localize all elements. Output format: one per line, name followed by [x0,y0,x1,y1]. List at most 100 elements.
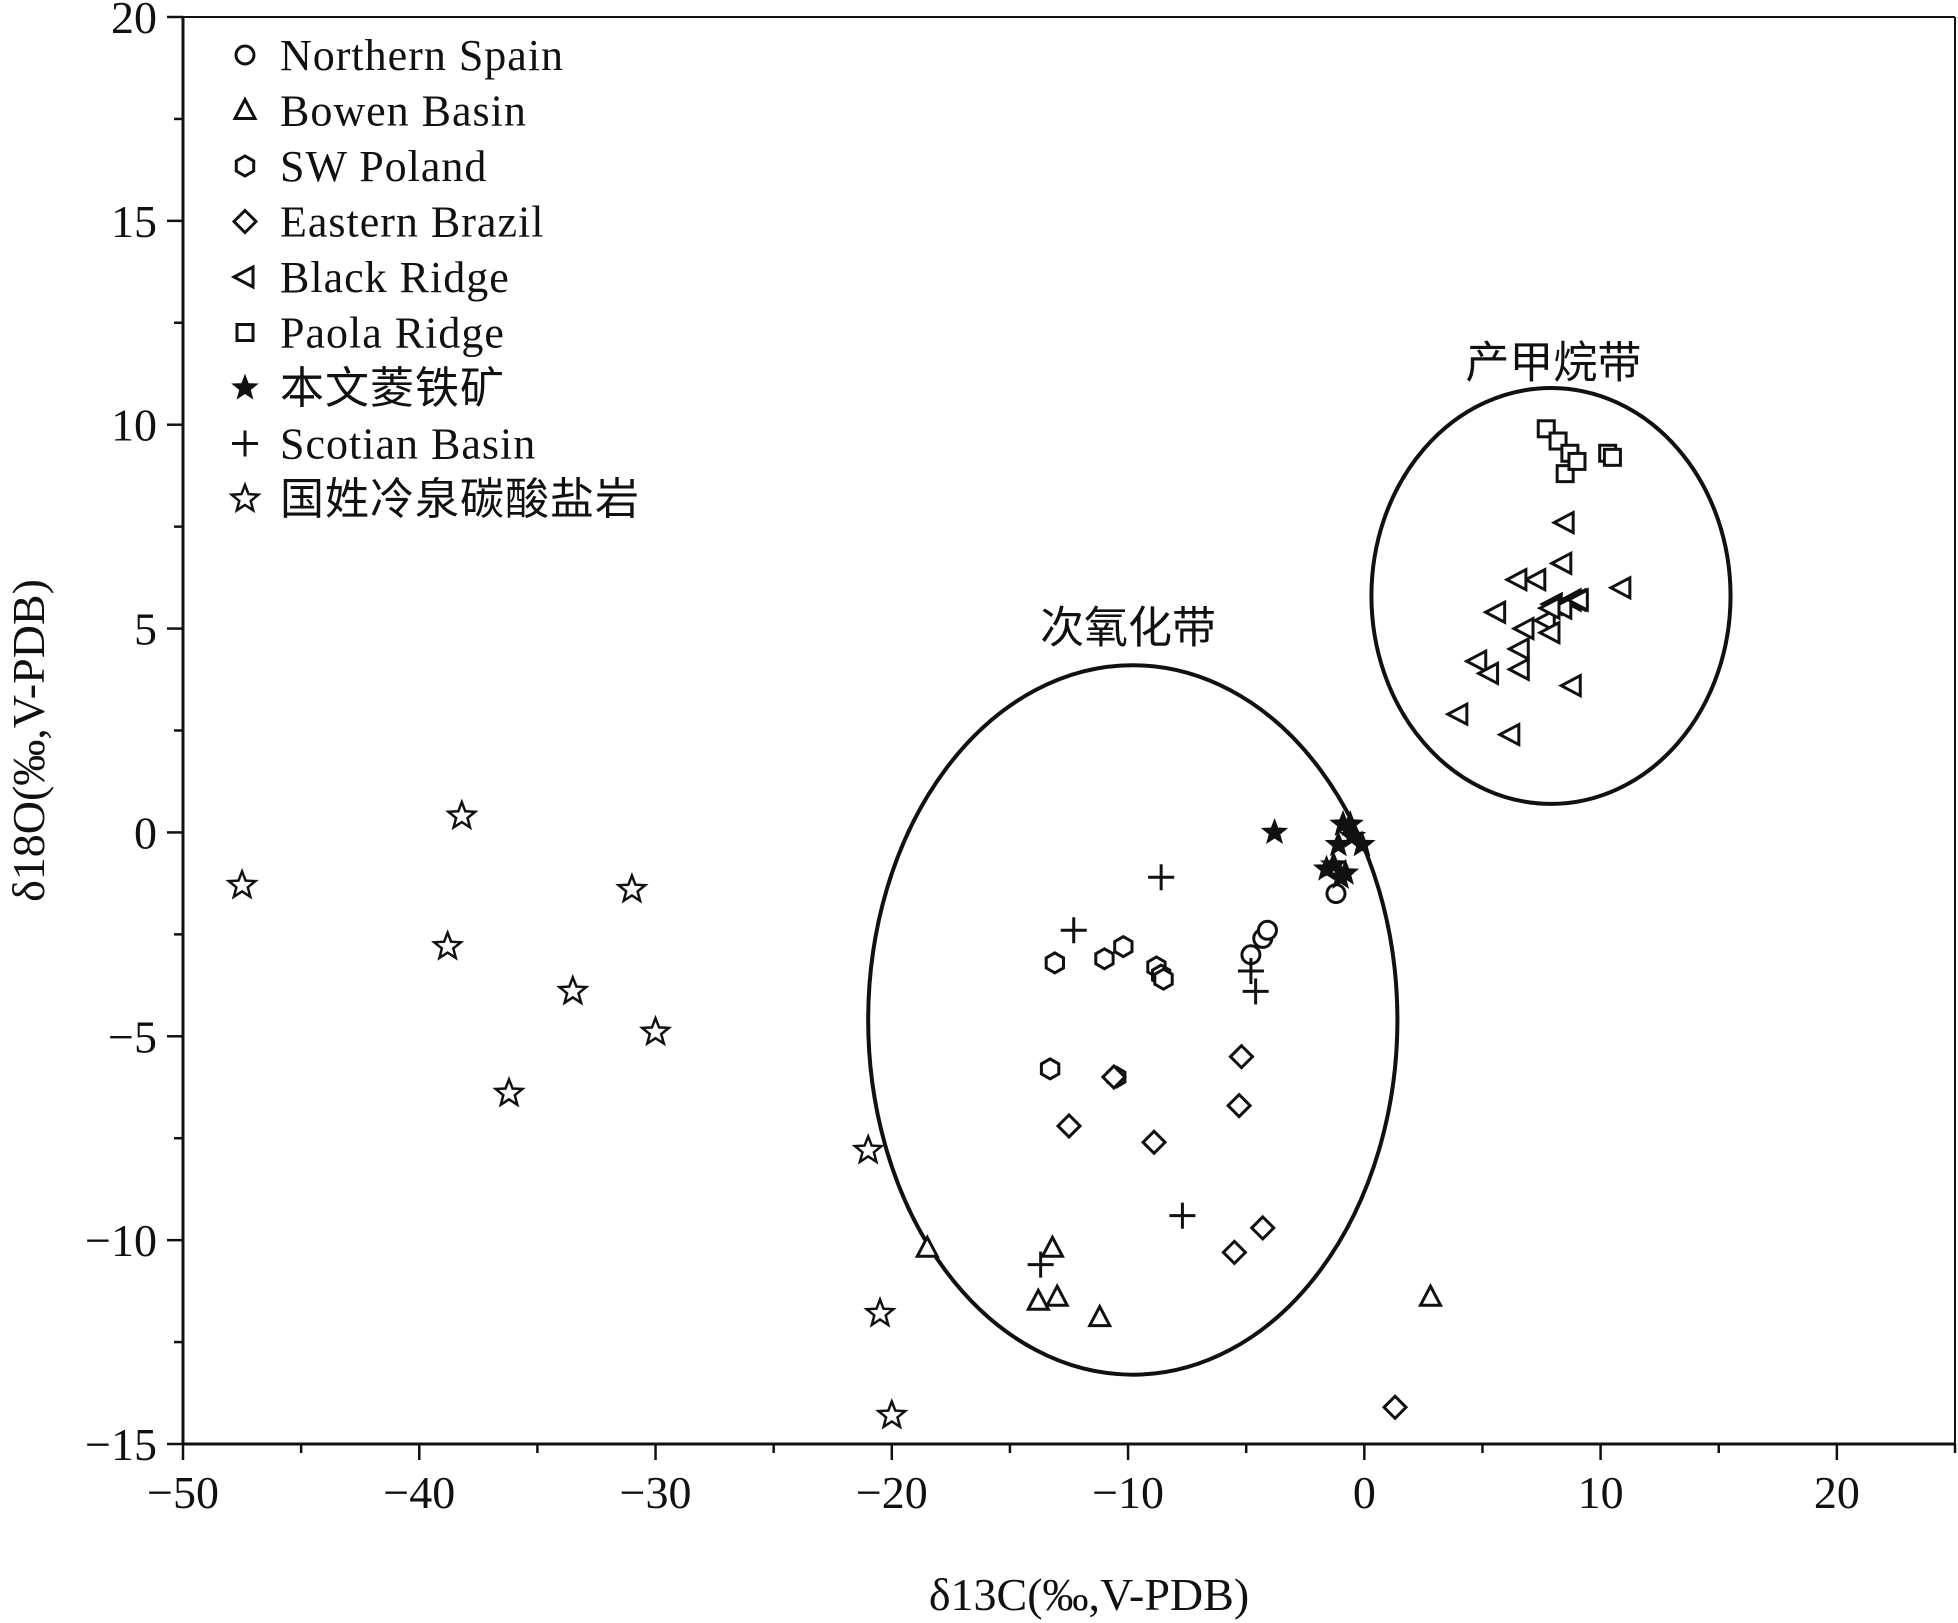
legend-item: Bowen Basin [232,87,526,136]
zone-ellipse-0 [866,663,1400,1377]
data-point [1039,1234,1065,1258]
data-point [1256,919,1278,941]
data-point [1094,947,1115,971]
data-point [1100,1063,1128,1091]
data-point [1060,917,1087,944]
data-point [1237,958,1264,985]
axis-titles: δ13C(‰,V-PDB) δ18O(‰,V-PDB) [3,579,1249,1620]
zone-ellipse-1 [1369,386,1733,806]
legend-item: Black Ridge [230,253,510,302]
data-point [851,1132,885,1165]
legend: Northern Spain Bowen Basin SW Poland Easter… [228,31,640,524]
legend-marker [232,430,258,457]
series-7 [1027,864,1269,1278]
data-point [1027,1251,1054,1278]
data-point [1140,1129,1168,1156]
data-point [1044,951,1065,975]
legend-item: Scotian Basin [232,420,536,469]
x-tick-label: −50 [147,1467,219,1518]
series-2 [1039,934,1174,1089]
data-point [1548,595,1573,621]
legend-item: Northern Spain [234,31,563,80]
data-point [1228,1043,1255,1070]
data-point [1055,1112,1083,1140]
data-point [1418,1283,1443,1307]
legend-item: Eastern Brazil [231,198,544,247]
legend-label: 国姓冷泉碳酸盐岩 [280,475,640,524]
legend-marker [231,373,259,400]
data-point [1348,830,1376,857]
series-3 [1055,1043,1409,1421]
legend-marker [232,96,258,120]
x-tick-label: 0 [1353,1467,1376,1518]
data-point [1153,967,1174,991]
series-8 [225,798,909,1430]
legend-label: Scotian Basin [280,420,536,469]
data-point [1444,701,1469,727]
data-point [1550,510,1575,536]
data-point [1532,607,1556,633]
data-point [1039,1057,1061,1081]
data-point [1503,567,1528,593]
legend-label: Paola Ridge [280,309,505,358]
x-tick-label: −40 [383,1467,455,1518]
data-point [863,1295,897,1328]
legend-marker [235,323,255,342]
y-tick-label: 15 [111,196,157,247]
data-point [1506,636,1530,662]
data-point [225,867,259,900]
y-tick-label: 10 [111,400,157,451]
data-point [1510,616,1535,642]
series-1 [914,1234,1443,1328]
data-point [1496,722,1521,748]
series-4 [1444,510,1632,748]
data-point [1113,934,1134,959]
data-point [1381,1394,1409,1421]
data-point [875,1398,909,1430]
data-point [914,1234,940,1258]
x-tick-label: 10 [1578,1467,1624,1518]
data-point [1548,550,1573,576]
series-6 [1260,809,1376,889]
legend-label: 本文菱铁矿 [280,364,505,413]
legend-item: Paola Ridge [235,309,505,358]
y-tick-label: −15 [85,1419,157,1470]
legend-marker [230,264,255,290]
data-point [1242,978,1269,1005]
data-point [445,798,479,831]
data-point [1475,660,1500,686]
data-point [1558,673,1582,699]
legend-marker [231,208,259,235]
legend-label: Black Ridge [280,253,510,302]
zone-ellipses [866,386,1733,1377]
data-point [1249,1214,1276,1242]
data-point [1260,817,1289,845]
data-point [1602,447,1622,467]
data-point [1087,1303,1113,1328]
legend-item: 国姓冷泉碳酸盐岩 [228,475,640,524]
data-point [1044,1283,1070,1307]
series-0 [1240,883,1347,966]
data-points [225,419,1632,1430]
data-point [1463,648,1488,674]
data-point [1326,862,1355,889]
data-point [615,871,649,904]
y-tick-label: 5 [134,604,157,655]
data-point [1169,1202,1196,1229]
data-point [1536,620,1561,646]
y-tick-label: −10 [85,1215,157,1266]
data-point [1325,883,1347,905]
x-tick-label: −10 [1092,1467,1164,1518]
legend-label: Eastern Brazil [280,198,544,247]
x-axis-title: δ13C(‰,V-PDB) [929,1569,1249,1620]
legend-label: SW Poland [280,142,487,191]
data-point [430,929,465,961]
data-point [1607,575,1632,601]
data-point [492,1075,526,1108]
y-tick-label: 20 [111,0,157,43]
data-point [1536,595,1561,621]
series-5 [1536,419,1622,484]
x-tick-label: 20 [1814,1467,1860,1518]
